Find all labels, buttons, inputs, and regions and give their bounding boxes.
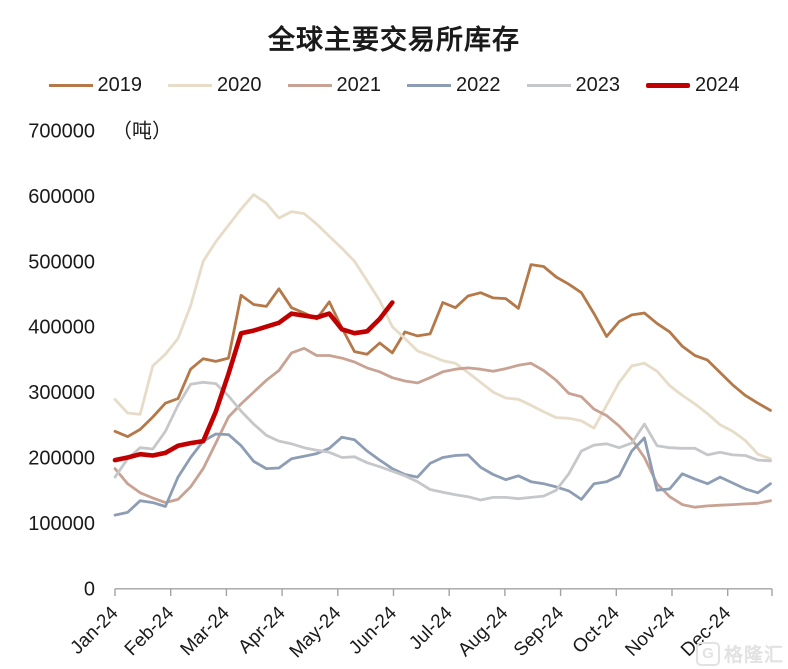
series-line-2021 [113,346,772,509]
y-axis-tick-label-0: 0 [84,578,95,600]
legend-swatch-2021 [287,84,332,87]
legend-item-2024: 2024 [646,74,740,97]
x-axis-tick-label-Jan-24: Jan-24 [67,602,123,658]
x-axis-tick-label-Mar-24: Mar-24 [177,602,235,660]
legend-item-2019: 2019 [48,74,143,97]
y-axis-tick-label-700000: 700000 [28,121,95,143]
y-axis-tick-label-200000: 200000 [28,448,95,470]
x-axis-tick-label-Aug-24: Aug-24 [454,602,512,660]
x-axis-tick-label-Jul-24: Jul-24 [405,602,457,654]
legend-item-2021: 2021 [287,74,382,97]
x-axis-tick-label-May-24: May-24 [286,602,346,662]
y-axis-tick-label-600000: 600000 [28,186,95,208]
legend-swatch-2023 [526,84,571,87]
x-axis-tick-label-Feb-24: Feb-24 [121,602,179,660]
legend-swatch-2022 [407,84,451,87]
legend-label-2019: 2019 [97,74,143,96]
watermark-logo-icon: G [695,641,720,666]
legend-label-2021: 2021 [336,74,382,96]
series-line-2020 [113,193,772,461]
legend-item-2020: 2020 [168,74,262,97]
y-axis-unit-label: （吨） [112,120,172,143]
x-axis-tick-label-Oct-24: Oct-24 [569,602,624,657]
series-line-2019 [113,263,772,439]
legend-label-2023: 2023 [575,74,621,96]
watermark: G 格隆汇 [695,640,784,667]
series-line-2022 [113,432,772,517]
legend: 2019 2020 2021 2022 2023 2024 [0,74,788,97]
x-axis-tick-label-Nov-24: Nov-24 [621,602,679,660]
y-axis-tick-label-400000: 400000 [28,317,95,339]
legend-item-2023: 2023 [526,74,621,97]
legend-swatch-2019 [48,84,93,87]
series-line-2023 [113,380,772,502]
legend-swatch-2024 [646,83,690,88]
y-axis-tick-label-300000: 300000 [28,382,95,404]
legend-label-2022: 2022 [456,74,501,96]
legend-item-2022: 2022 [407,74,501,97]
legend-label-2020: 2020 [217,74,262,96]
series-line-2024 [112,300,395,463]
legend-swatch-2020 [168,84,212,87]
x-axis-tick-label-Sep-24: Sep-24 [510,602,568,660]
chart-title: 全球主要交易所库存 [268,25,520,55]
watermark-text: 格隆汇 [723,645,784,666]
y-axis-tick-label-100000: 100000 [28,513,95,535]
x-axis-tick-label-Apr-24: Apr-24 [234,602,289,657]
legend-label-2024: 2024 [695,74,740,96]
x-axis-tick-label-Jun-24: Jun-24 [345,602,401,658]
y-axis-tick-label-500000: 500000 [28,251,95,273]
